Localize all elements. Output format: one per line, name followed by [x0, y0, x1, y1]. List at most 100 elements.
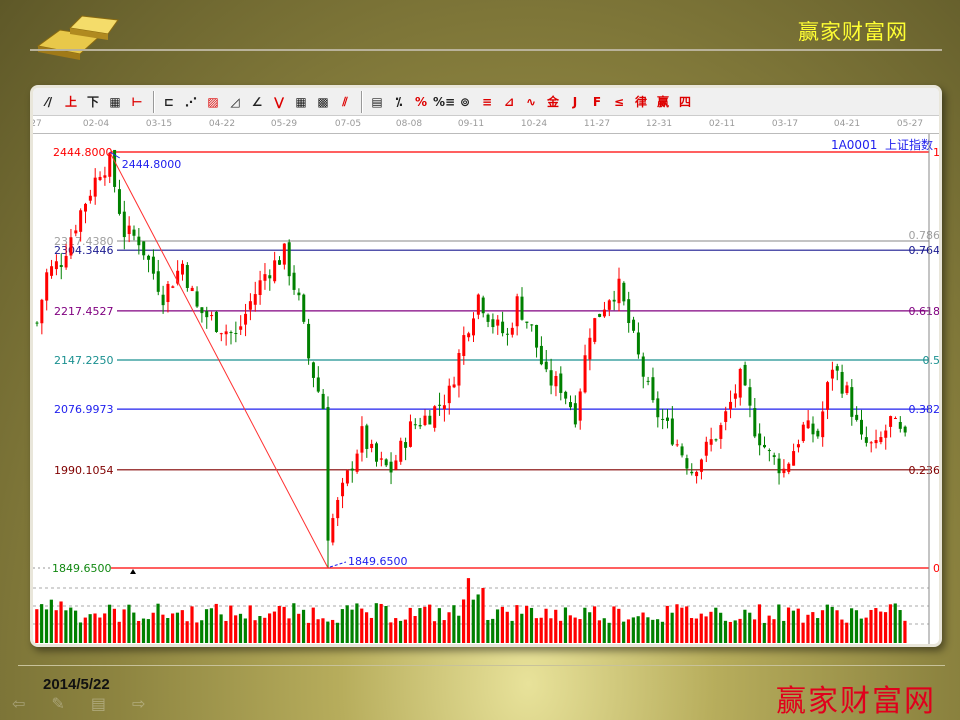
volume-bar	[335, 622, 340, 643]
candle	[316, 377, 320, 392]
slide-date: 2014/5/22	[43, 676, 110, 693]
candle	[792, 451, 796, 466]
range-tool-icon[interactable]: ⊢	[131, 94, 143, 109]
candle	[476, 294, 480, 315]
marker-triangle-icon	[130, 569, 136, 574]
volume-bar	[583, 607, 587, 643]
volume-bar	[854, 610, 859, 643]
candle	[699, 459, 703, 472]
box-tool-icon[interactable]: ▦	[109, 94, 121, 109]
candle	[670, 418, 674, 445]
candle	[796, 444, 800, 448]
candle	[777, 458, 781, 474]
candle	[486, 314, 490, 322]
gold-line-tool-icon[interactable]: ≡	[481, 94, 493, 109]
angle-tool-icon[interactable]: ∠	[251, 94, 263, 109]
volume-bar	[714, 607, 718, 643]
gold-fan-tool-icon[interactable]: ≤	[613, 94, 625, 109]
volume-bar	[481, 587, 485, 643]
f-tool-icon[interactable]: F	[592, 94, 602, 109]
volume-bar	[301, 609, 306, 643]
percent-tool-icon[interactable]: %	[414, 94, 428, 109]
fork-tool-icon[interactable]: ⊏	[163, 94, 175, 109]
candle	[520, 296, 524, 320]
volume-bar	[597, 620, 601, 643]
candle	[830, 369, 834, 379]
line-tool-icon[interactable]: ⁄/	[45, 94, 53, 109]
candle	[418, 425, 422, 427]
trend-line	[109, 151, 329, 569]
volume-bar	[49, 599, 53, 643]
volume-bar	[117, 621, 121, 643]
candle	[423, 415, 427, 426]
arrow-tool-icon[interactable]: ⊿	[503, 94, 515, 109]
candle	[748, 387, 752, 406]
candle	[93, 177, 97, 197]
candle	[564, 391, 568, 399]
volume-bar	[753, 619, 757, 643]
four-tool-icon[interactable]: 四	[678, 94, 691, 109]
x-tick-label: 10-24	[520, 119, 548, 129]
volume-bar	[592, 606, 597, 643]
trend-tool-icon[interactable]: 律	[634, 94, 647, 109]
volume-bar	[151, 612, 155, 643]
grid-tool-2-icon[interactable]: ▩	[317, 94, 329, 109]
forward-icon[interactable]: ⇨	[131, 694, 146, 713]
candle	[811, 423, 815, 435]
table-tool-icon[interactable]: ▤	[371, 94, 383, 109]
grid-tool-icon[interactable]: ▦	[295, 94, 307, 109]
wave-tool-icon[interactable]: ∿	[525, 94, 537, 109]
candle	[190, 287, 194, 292]
percent-level-tool-icon[interactable]: %≡	[433, 94, 456, 109]
pointer-line	[329, 561, 347, 568]
volume-bar	[850, 608, 854, 643]
candle	[268, 275, 272, 279]
j-tool-icon[interactable]: J	[572, 94, 578, 109]
fib-price-label: 2147.2250	[54, 354, 114, 367]
candle	[210, 315, 214, 317]
volume-bar	[636, 616, 640, 643]
candle	[602, 309, 606, 317]
volume-bar	[631, 617, 635, 643]
volume-bar	[180, 610, 184, 643]
gann-box-tool-icon[interactable]: ▨	[207, 94, 219, 109]
pen-icon[interactable]: ✎	[51, 694, 65, 713]
volume-bar	[132, 612, 136, 643]
parallel-tool-icon[interactable]: ⫽	[342, 94, 348, 109]
zigzag-tool-icon[interactable]: ⋁	[273, 94, 285, 109]
candle	[447, 385, 451, 404]
volume-bar	[782, 620, 786, 643]
gann-fan-tool-icon[interactable]: ◿	[230, 94, 240, 109]
gold-tool-icon[interactable]: 金	[546, 94, 559, 109]
menu-icon[interactable]: ▤	[90, 694, 106, 713]
candle	[903, 426, 907, 433]
candle	[311, 362, 315, 378]
back-icon[interactable]: ⇦	[12, 694, 26, 713]
volume-bar	[272, 611, 277, 643]
candle	[535, 324, 539, 348]
candle	[452, 384, 456, 388]
candle	[864, 437, 868, 443]
candle	[214, 311, 218, 332]
text-tool-上-icon[interactable]: 上	[64, 94, 77, 109]
volume-bar	[457, 615, 461, 643]
gold-circle-tool-icon[interactable]: ⊚	[459, 94, 471, 109]
percent-line-tool-icon[interactable]: ⁒	[395, 94, 403, 109]
text-tool-下-icon[interactable]: 下	[86, 94, 99, 109]
candle	[874, 440, 878, 444]
fan-tool-icon[interactable]: ⋰	[185, 94, 197, 109]
candle	[709, 439, 713, 445]
candle	[763, 444, 766, 448]
volume-bar	[214, 603, 218, 643]
volume-bar	[418, 608, 422, 643]
price-chart[interactable]: 2444.8000 1 2317.4380 0.786 2304.3446 0.764 22…	[33, 88, 942, 647]
win-tool-icon[interactable]: 赢	[656, 94, 669, 109]
volume-bar	[830, 606, 834, 643]
candle	[501, 321, 505, 334]
volume-bar	[345, 605, 349, 643]
candle	[651, 377, 655, 401]
candle	[404, 442, 408, 448]
candle	[297, 292, 301, 296]
toolbar-separator	[361, 90, 363, 113]
candle	[845, 385, 849, 394]
